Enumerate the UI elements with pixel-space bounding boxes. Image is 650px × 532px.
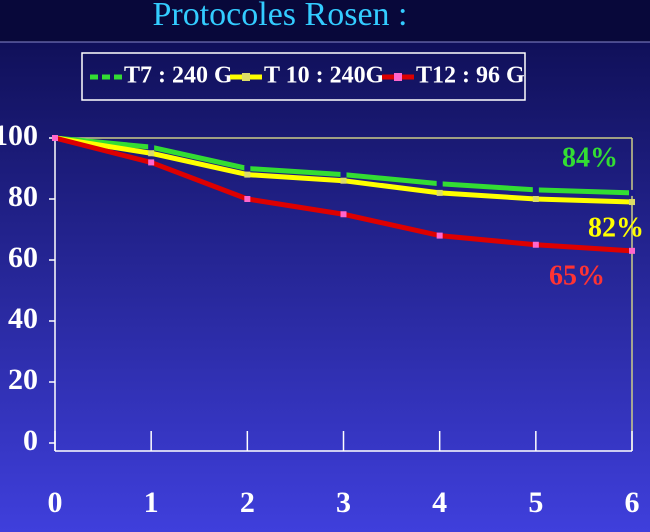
point-marker xyxy=(629,247,635,254)
legend-label: T 10 : 240G xyxy=(264,63,385,89)
point-marker xyxy=(436,180,443,187)
annotation: 82% xyxy=(588,212,644,243)
x-tick-label: 3 xyxy=(336,486,351,519)
legend-marker xyxy=(394,73,402,81)
title-band xyxy=(0,0,650,42)
point-marker xyxy=(340,177,347,184)
legend-label: T7 : 240 G xyxy=(124,63,233,89)
y-tick-label: 60 xyxy=(8,241,38,274)
point-marker xyxy=(244,171,251,178)
point-marker xyxy=(532,241,539,248)
legend-marker xyxy=(242,73,250,81)
x-tick-label: 4 xyxy=(432,486,447,519)
point-marker xyxy=(340,211,347,218)
point-marker xyxy=(148,144,155,151)
point-marker xyxy=(244,196,251,202)
point-marker xyxy=(148,159,155,166)
y-tick-label: 100 xyxy=(0,119,38,152)
point-marker xyxy=(532,196,539,202)
y-tick-label: 40 xyxy=(8,302,38,335)
point-marker xyxy=(436,189,443,196)
chart-title: Protocoles Rosen : xyxy=(153,0,408,33)
legend-box xyxy=(81,52,526,101)
x-tick-label: 1 xyxy=(144,486,159,519)
x-tick-label: 6 xyxy=(625,486,640,519)
point-marker xyxy=(532,186,539,193)
annotation: 84% xyxy=(562,142,618,173)
x-tick-label: 0 xyxy=(48,486,63,519)
x-tick-label: 2 xyxy=(240,486,255,519)
x-tick-label: 5 xyxy=(528,486,543,519)
y-tick-label: 20 xyxy=(8,363,38,396)
legend: T7 : 240 G T 10 : 240G T12 : 96 G xyxy=(81,52,526,101)
point-marker xyxy=(436,232,443,239)
point-marker xyxy=(148,150,155,157)
legend-label: T12 : 96 G xyxy=(416,63,525,89)
point-marker xyxy=(629,189,635,196)
point-marker xyxy=(244,165,251,172)
y-tick-label: 80 xyxy=(8,180,38,213)
point-marker xyxy=(629,199,635,206)
point-marker xyxy=(52,135,58,141)
annotation: 65% xyxy=(549,260,605,291)
point-marker xyxy=(340,171,347,178)
y-tick-label: 0 xyxy=(23,424,38,457)
